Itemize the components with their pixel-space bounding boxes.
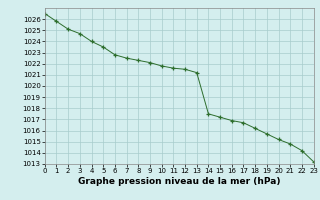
X-axis label: Graphe pression niveau de la mer (hPa): Graphe pression niveau de la mer (hPa) [78, 177, 280, 186]
